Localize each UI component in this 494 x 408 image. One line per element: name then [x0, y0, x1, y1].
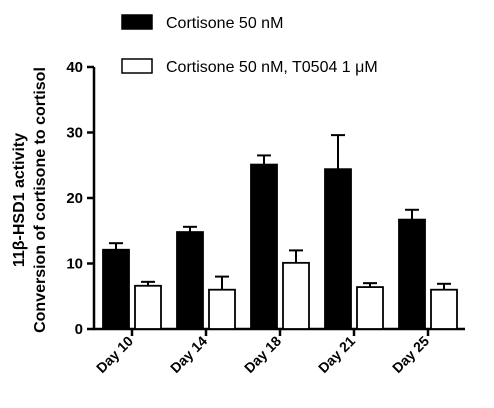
bar-series-1 — [250, 163, 278, 330]
legend-swatch-series-1 — [121, 14, 153, 30]
legend-label-series-2: Cortisone 50 nM, T0504 1 μM — [166, 59, 378, 76]
bar-series-1 — [102, 248, 130, 330]
x-tick-label: Day 25 — [389, 333, 432, 376]
y-ticks: 0 10 20 30 40 — [66, 59, 94, 338]
y-tick-label: 0 — [75, 321, 83, 338]
bar-series-2 — [430, 288, 458, 330]
bar-series-1 — [176, 231, 204, 330]
y-axis-title-line1: 11β-HSD1 activity — [11, 133, 28, 267]
x-labels: Day 10 Day 14 Day 18 Day 21 Day 25 — [93, 329, 432, 376]
y-tick-label: 10 — [66, 256, 83, 273]
bar-series-1 — [324, 168, 352, 330]
bar-series-2 — [356, 286, 384, 330]
x-tick-label: Day 10 — [93, 333, 136, 376]
legend-label-series-1: Cortisone 50 nM — [166, 15, 283, 32]
bars — [102, 134, 458, 330]
x-tick-label: Day 21 — [315, 333, 358, 376]
y-tick-label: 20 — [66, 190, 83, 207]
bar-series-2 — [208, 288, 236, 330]
y-tick-label: 40 — [66, 59, 83, 76]
bar-series-1 — [398, 218, 426, 330]
y-tick-label: 30 — [66, 125, 83, 142]
legend: Cortisone 50 nM Cortisone 50 nM, T0504 1… — [121, 14, 378, 76]
bar-series-2 — [282, 261, 310, 330]
x-tick-label: Day 18 — [241, 333, 284, 376]
legend-swatch-series-2 — [121, 58, 153, 74]
y-axis-title-line2: Conversion of cortisone to cortisol — [32, 67, 49, 333]
x-tick-label: Day 14 — [167, 333, 210, 376]
bar-series-2 — [134, 284, 162, 330]
